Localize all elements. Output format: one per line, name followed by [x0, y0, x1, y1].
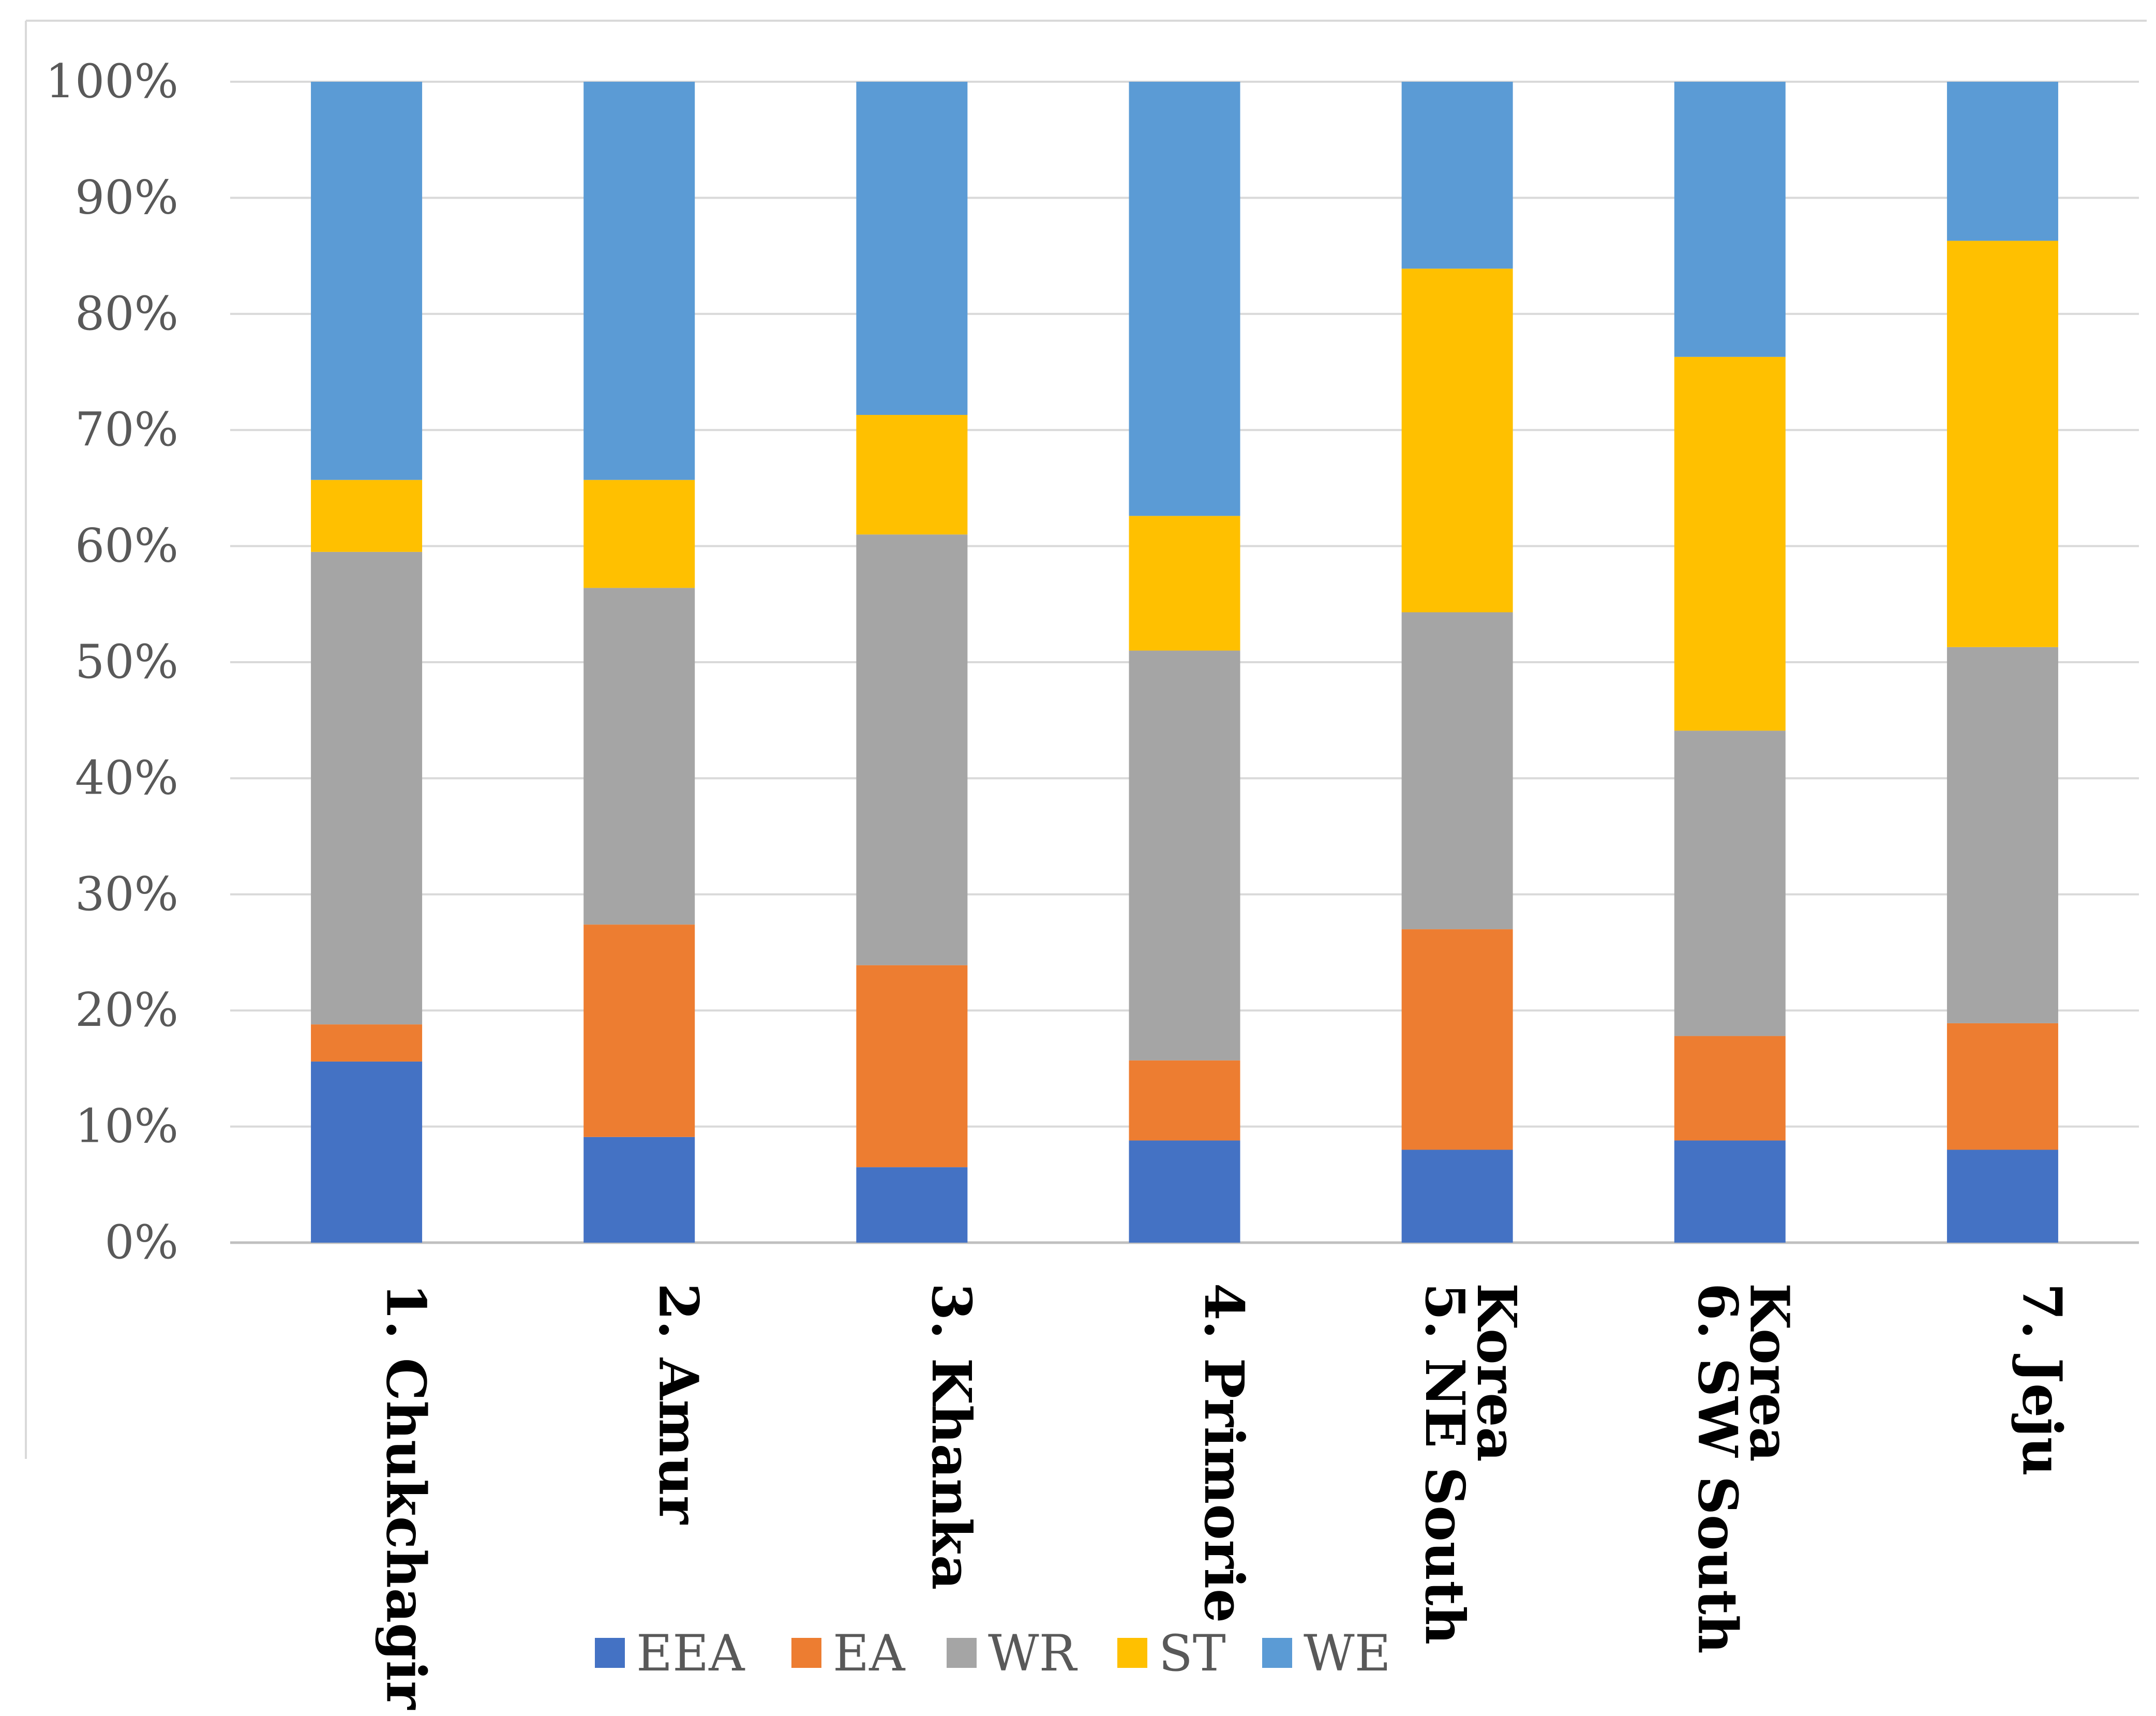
bar-segment-eea: [311, 1061, 423, 1243]
y-tick-label: 70%: [75, 402, 178, 457]
bar-segment-st: [856, 415, 968, 535]
bar-segment-wr: [1401, 612, 1513, 930]
y-tick-label: 40%: [75, 751, 178, 805]
bar-segment-st: [1129, 516, 1240, 651]
bar-segment-wr: [856, 534, 968, 965]
legend-swatch-st: [1117, 1638, 1147, 1668]
bar-segment-st: [1401, 268, 1513, 613]
bar-segment-eea: [1674, 1140, 1786, 1243]
y-tick-label: 80%: [75, 287, 178, 341]
y-tick-label: 50%: [75, 635, 178, 689]
bar-segment-wr: [1947, 647, 2058, 1023]
x-tick-label: 7. Jeju: [2010, 1283, 2074, 1476]
bar-segment-wr: [311, 551, 423, 1025]
x-tick-label: 2. Amur: [647, 1283, 711, 1525]
bar-segment-we: [311, 82, 423, 480]
bar-segment-ea: [1401, 929, 1513, 1150]
bar-segment-we: [583, 82, 695, 480]
bar-segment-we: [1129, 82, 1240, 516]
y-tick-label: 10%: [75, 1099, 178, 1154]
legend-label-we: WE: [1304, 1624, 1391, 1682]
bar-segment-we: [1947, 82, 2058, 241]
bar-segment-st: [1947, 241, 2058, 647]
bar-segment-ea: [1674, 1036, 1786, 1141]
y-tick-label: 100%: [46, 54, 178, 109]
x-tick-label: 4. Primorie: [1192, 1283, 1256, 1623]
legend-swatch-wr: [947, 1638, 977, 1668]
x-tick-label: Korea: [1465, 1283, 1529, 1462]
bar-segment-wr: [1129, 650, 1240, 1061]
bar-segment-we: [1674, 82, 1786, 357]
x-tick-label: 3. Khanka: [920, 1283, 983, 1590]
bar-segment-we: [856, 82, 968, 415]
bar-segment-eea: [1401, 1150, 1513, 1243]
bar-segment-eea: [856, 1167, 968, 1243]
x-tick-label: 5. NE South: [1413, 1283, 1477, 1645]
y-tick-label: 0%: [104, 1215, 178, 1270]
bar-segment-st: [1674, 356, 1786, 731]
legend-swatch-eea: [595, 1638, 625, 1668]
bar-segment-st: [311, 480, 423, 552]
legend-swatch-we: [1262, 1638, 1292, 1668]
legend-label-ea: EA: [833, 1624, 906, 1682]
bar-segment-wr: [1674, 730, 1786, 1036]
x-tick-label: Korea: [1738, 1283, 1801, 1462]
x-tick-label: 6. SW South: [1686, 1283, 1749, 1654]
bar-segment-we: [1401, 82, 1513, 269]
bar-segment-wr: [583, 588, 695, 925]
legend-label-st: ST: [1159, 1624, 1226, 1682]
bar-segment-eea: [1947, 1150, 2058, 1243]
legend-label-eea: EEA: [636, 1624, 745, 1682]
bar-segment-eea: [583, 1137, 695, 1243]
y-tick-label: 30%: [75, 867, 178, 921]
bar-segment-st: [583, 480, 695, 588]
bar-segment-ea: [1947, 1023, 2058, 1150]
legend-label-wr: WR: [988, 1624, 1078, 1682]
y-tick-label: 60%: [75, 519, 178, 573]
bar-segment-ea: [856, 965, 968, 1168]
y-tick-label: 90%: [75, 170, 178, 225]
bar-segment-ea: [1129, 1060, 1240, 1141]
x-tick-label: 1. Chukchagir: [375, 1283, 438, 1710]
bar-segment-eea: [1129, 1140, 1240, 1243]
y-tick-label: 20%: [75, 983, 178, 1037]
bar-segment-ea: [311, 1024, 423, 1062]
legend-swatch-ea: [791, 1638, 821, 1668]
bar-segment-ea: [583, 924, 695, 1137]
